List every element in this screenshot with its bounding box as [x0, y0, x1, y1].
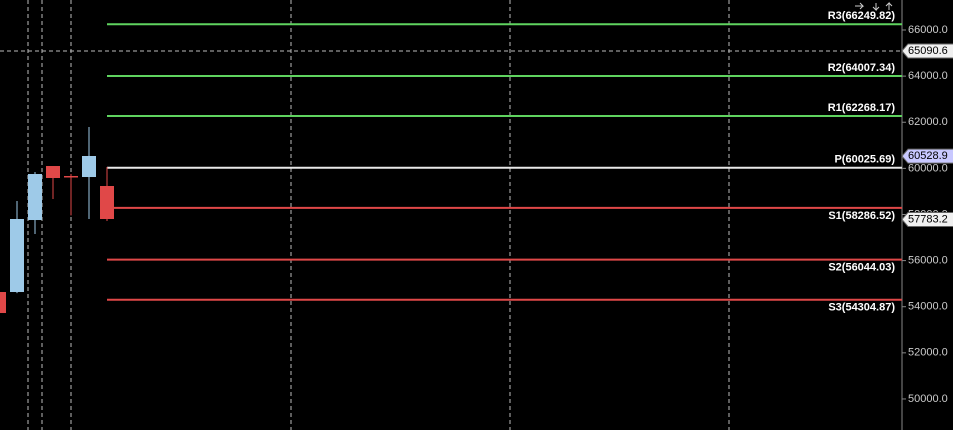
price-marker-label: 57783.2	[908, 213, 948, 225]
price-marker-label: 60528.9	[908, 150, 948, 162]
candle-body	[64, 175, 78, 178]
candle-body	[28, 174, 42, 221]
price-marker-box	[901, 43, 953, 59]
price-marker-box	[901, 211, 953, 227]
y-tick-label: 50000.0	[908, 393, 948, 405]
y-tick-label: 60000.0	[908, 162, 948, 174]
candle-body	[82, 156, 96, 178]
candle-body	[100, 186, 114, 220]
pivot-label: P(60025.69)	[834, 154, 895, 166]
candle-body	[0, 292, 6, 314]
candle-body	[46, 166, 60, 179]
y-tick-label: 64000.0	[908, 70, 948, 82]
toolbar-icons[interactable]	[855, 1, 893, 12]
price-marker-box	[901, 148, 953, 164]
y-tick-label: 52000.0	[908, 347, 948, 359]
y-tick-label: 62000.0	[908, 116, 948, 128]
pivot-label: R3(66249.82)	[828, 10, 896, 22]
candle-body	[10, 219, 24, 293]
pivot-label: R2(64007.34)	[828, 62, 896, 74]
session-separators	[27, 0, 730, 430]
price-marker-label: 65090.6	[908, 45, 948, 57]
pivot-label: S2(56044.03)	[828, 261, 895, 273]
pivot-label: S1(58286.52)	[828, 210, 895, 222]
pivot-label: S3(54304.87)	[828, 302, 895, 314]
y-tick-label: 66000.0	[908, 24, 948, 36]
y-tick-label: 56000.0	[908, 255, 948, 267]
y-tick-label: 54000.0	[908, 301, 948, 313]
pivot-label: R1(62268.17)	[828, 102, 896, 114]
